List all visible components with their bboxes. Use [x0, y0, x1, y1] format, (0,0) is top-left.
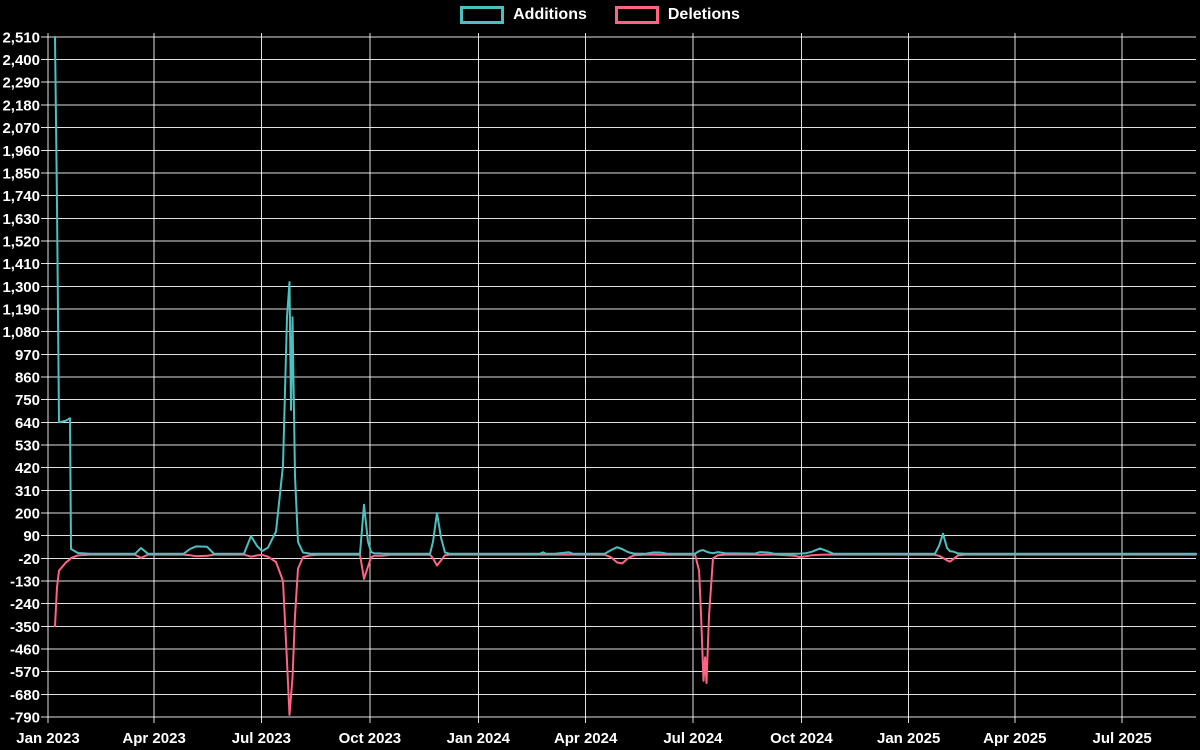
x-tick-label: Jan 2023	[16, 730, 79, 747]
y-tick-label: 2,070	[2, 120, 40, 137]
x-tick-label: Oct 2024	[770, 730, 833, 747]
legend-label-deletions: Deletions	[667, 6, 740, 23]
x-tick-label: Apr 2023	[122, 730, 185, 747]
y-tick-label: 640	[15, 415, 40, 432]
y-tick-label: -350	[10, 619, 40, 636]
y-tick-label: 1,190	[2, 301, 40, 318]
y-tick-label: -460	[10, 641, 40, 658]
y-axis-tick-labels: 2,510 2,400 2,290 2,180 2,070 1,960 1,850 1,740…	[2, 29, 40, 726]
x-tick-label: Apr 2025	[983, 730, 1046, 747]
deletions-line[interactable]	[54, 553, 1197, 716]
y-tick-label: -20	[18, 551, 40, 568]
y-tick-label: -680	[10, 687, 40, 704]
y-tick-label: -240	[10, 596, 40, 613]
y-tick-label: 420	[15, 460, 40, 477]
y-tick-label: 750	[15, 392, 40, 409]
x-axis-tick-labels: Jan 2023 Apr 2023 Jul 2023 Oct 2023 Jan 2024…	[16, 730, 1151, 747]
y-tick-label: 2,400	[2, 52, 40, 69]
deletions-color-swatch	[614, 6, 659, 24]
data-series-lines	[54, 35, 1197, 716]
y-tick-label: 90	[23, 528, 40, 545]
x-tick-label: Oct 2023	[339, 730, 402, 747]
additions-color-swatch	[460, 6, 505, 24]
y-tick-label: -130	[10, 573, 40, 590]
y-tick-label: 530	[15, 437, 40, 454]
legend-item-deletions[interactable]: Deletions	[614, 6, 740, 24]
x-tick-label: Jan 2024	[447, 730, 511, 747]
y-tick-label: 860	[15, 369, 40, 386]
y-tick-label: 1,630	[2, 211, 40, 228]
y-tick-label: 2,290	[2, 75, 40, 92]
x-tick-label: Jul 2024	[663, 730, 723, 747]
y-tick-label: 200	[15, 505, 40, 522]
y-tick-label: 1,410	[2, 256, 40, 273]
y-tick-label: -790	[10, 710, 40, 727]
y-tick-label: 1,080	[2, 324, 40, 341]
additions-line[interactable]	[54, 35, 1197, 555]
y-tick-label: 970	[15, 347, 40, 364]
y-tick-label: -570	[10, 664, 40, 681]
y-tick-label: 1,740	[2, 188, 40, 205]
vertical-gridlines	[47, 33, 1123, 723]
y-tick-label: 1,960	[2, 143, 40, 160]
horizontal-gridlines	[41, 36, 1196, 718]
y-tick-label: 310	[15, 483, 40, 500]
y-tick-label: 1,520	[2, 233, 40, 250]
x-tick-label: Jul 2025	[1092, 730, 1151, 747]
y-tick-label: 2,180	[2, 97, 40, 114]
y-tick-label: 1,850	[2, 165, 40, 182]
chart-legend: Additions Deletions	[0, 6, 1200, 24]
x-tick-label: Apr 2024	[554, 730, 618, 747]
y-tick-label: 2,510	[2, 29, 40, 46]
legend-item-additions[interactable]: Additions	[460, 6, 587, 24]
y-tick-label: 1,300	[2, 279, 40, 296]
legend-label-additions: Additions	[513, 6, 587, 23]
x-tick-label: Jul 2023	[232, 730, 291, 747]
x-tick-label: Jan 2025	[877, 730, 940, 747]
